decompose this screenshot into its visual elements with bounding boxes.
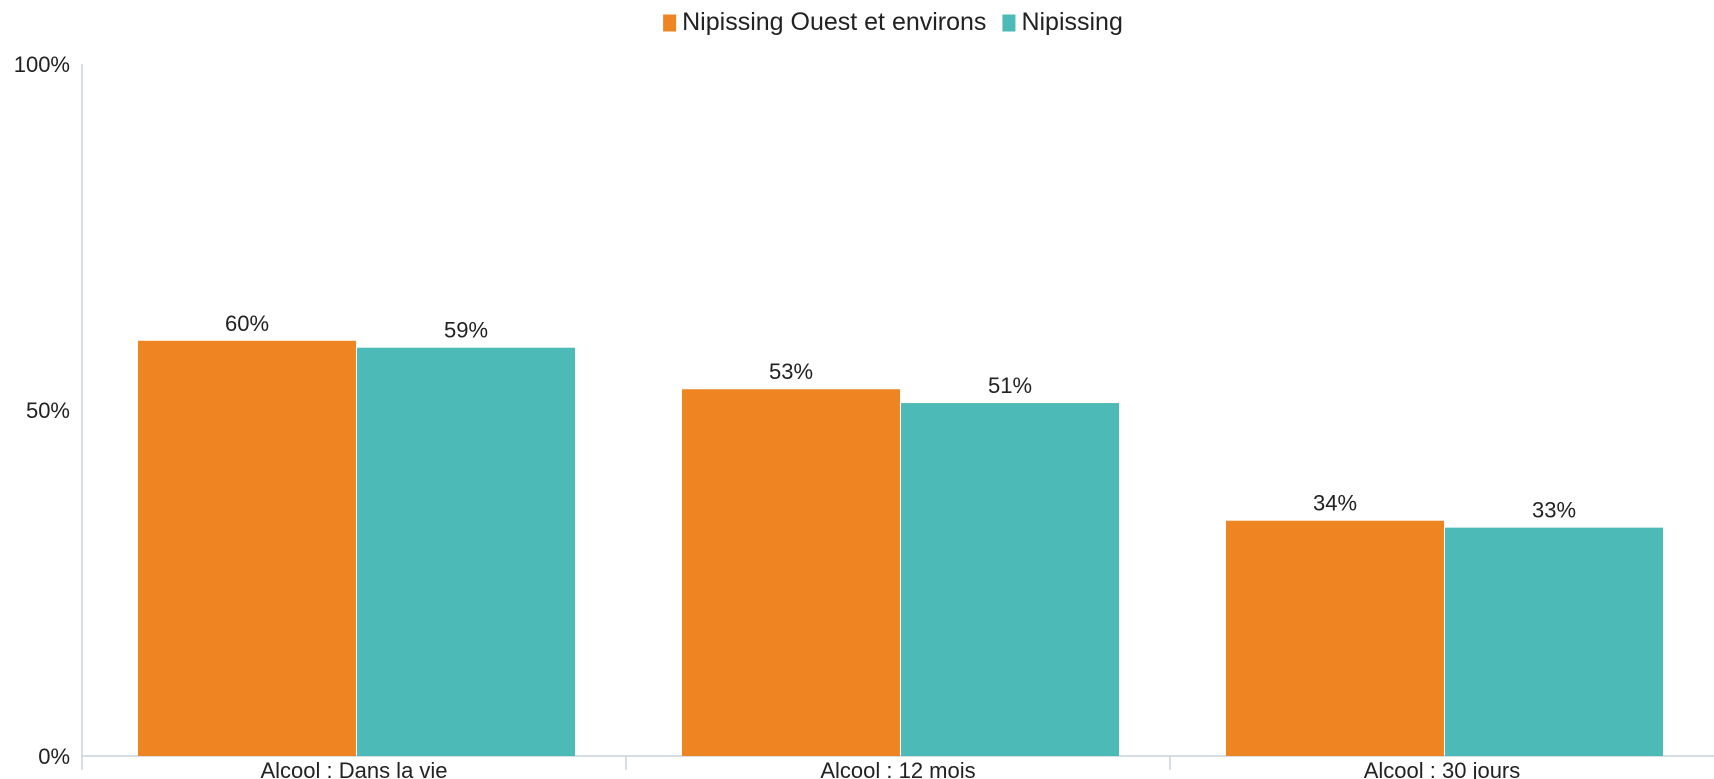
bar-nipissing-0 <box>357 347 575 756</box>
x-category-label: Alcool : Dans la vie <box>260 758 447 779</box>
bar-nipissing-ouest-2 <box>1226 520 1444 756</box>
legend: Nipissing Ouest et environs Nipissing <box>663 8 1123 36</box>
data-label: 59% <box>444 318 488 343</box>
data-label: 34% <box>1313 491 1357 516</box>
bar-nipissing-ouest-0 <box>138 340 356 756</box>
data-label: 60% <box>225 311 269 336</box>
legend-item: Nipissing Ouest et environs <box>663 8 986 36</box>
x-category-label: Alcool : 30 jours <box>1364 758 1521 779</box>
y-tick-label: 0% <box>38 744 70 769</box>
bar-nipissing-ouest-1 <box>682 389 900 756</box>
legend-item: Nipissing <box>1002 8 1123 36</box>
x-category-label: Alcool : 12 mois <box>820 758 975 779</box>
bar-nipissing-2 <box>1445 527 1663 756</box>
y-tick-label: 100% <box>14 52 70 77</box>
legend-swatch <box>663 14 677 32</box>
legend-swatch <box>1002 14 1016 32</box>
legend-label: Nipissing <box>1021 8 1122 36</box>
legend-label: Nipissing Ouest et environs <box>682 8 986 36</box>
bars <box>138 340 1663 756</box>
data-label: 53% <box>769 359 813 384</box>
data-label: 51% <box>988 373 1032 398</box>
data-labels: 60% 53% 34% 59% 51% 33% <box>225 311 1576 523</box>
data-label: 33% <box>1532 498 1576 523</box>
bar-nipissing-1 <box>901 403 1119 756</box>
y-tick-label: 50% <box>26 398 70 423</box>
